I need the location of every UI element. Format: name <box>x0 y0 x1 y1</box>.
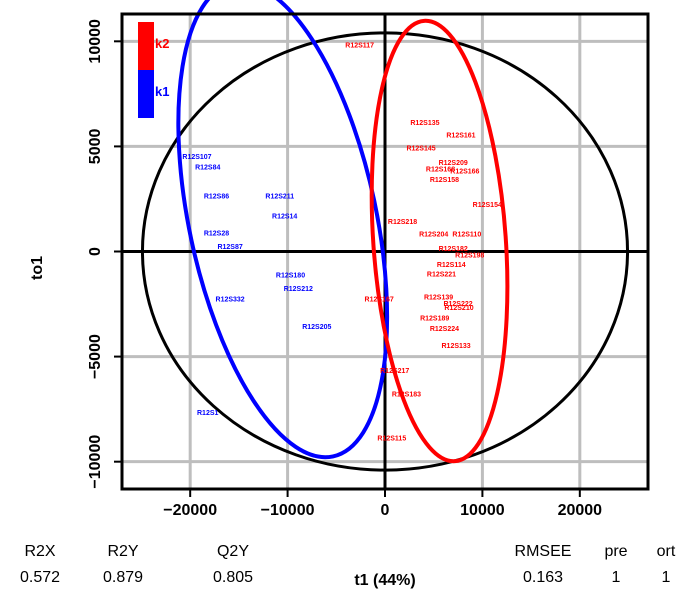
stat-value-r2y: 0.879 <box>102 569 144 586</box>
point-label-k2: R12S218 <box>388 219 417 226</box>
point-label-k2: R12S167 <box>365 297 394 304</box>
zero-axes <box>122 14 648 489</box>
point-label-k2: R12S158 <box>430 177 459 184</box>
point-label-k2: R12S114 <box>437 262 466 269</box>
axis-ticks: −20000 −10000 0 10000 20000 −10000 −5000 0 5000 1… <box>87 19 602 519</box>
y-tick-label: 10000 <box>87 19 104 64</box>
point-label-k2: R12S166 <box>450 168 479 175</box>
x-axis-label: t1 (44%) <box>354 572 415 589</box>
point-label-k2: R12S183 <box>392 391 421 398</box>
stat-value-r2x: 0.572 <box>19 569 61 586</box>
point-label-k1: R12S212 <box>284 286 313 293</box>
point-label-k2: R12S145 <box>406 145 435 152</box>
point-label-k2: R12S221 <box>427 271 456 278</box>
stat-header-pre: pre <box>604 543 628 560</box>
legend-label-k2: k2 <box>155 36 169 51</box>
stat-value-rmsee: 0.163 <box>522 569 564 586</box>
stat-header-rmsee: RMSEE <box>514 543 572 560</box>
point-label-k1: R12S84 <box>195 164 220 171</box>
stat-header-r2y: R2Y <box>107 543 139 560</box>
point-label-k2: R12S198 <box>455 253 484 260</box>
point-label-k2: R12S161 <box>446 133 475 140</box>
legend-label-k1: k1 <box>155 84 169 99</box>
y-axis-label: to1 <box>29 256 46 280</box>
point-label-k2: R12S224 <box>430 326 459 333</box>
point-label-k2: R12S210 <box>444 305 473 312</box>
point-label-k2: R12S117 <box>345 42 374 49</box>
ellipse-k2 <box>369 18 510 464</box>
point-label-k2: R12S182 <box>439 246 468 253</box>
stat-value-ort: 1 <box>661 569 671 586</box>
stat-header-ort: ort <box>656 543 676 560</box>
x-tick-label: 20000 <box>558 502 603 519</box>
point-label-k2: R12S189 <box>420 316 449 323</box>
point-label-k2: R12S115 <box>377 435 406 442</box>
point-label-k1: R12S107 <box>182 154 211 161</box>
point-label-k1: R12S180 <box>276 273 305 280</box>
point-label-k2: R12S110 <box>452 232 481 239</box>
point-label-k2: R12S133 <box>442 343 471 350</box>
stat-header-r2x: R2X <box>24 543 56 560</box>
point-label-k1: R12S28 <box>204 230 229 237</box>
legend: k2 k1 <box>138 22 169 118</box>
point-label-k1: R12S14 <box>272 214 297 221</box>
point-label-k1: R12S87 <box>217 244 242 251</box>
point-label-k2: R12S209 <box>439 160 468 167</box>
ellipse-k1 <box>176 0 390 460</box>
stat-header-q2y: Q2Y <box>216 543 249 560</box>
point-label-k1: R12S332 <box>216 297 245 304</box>
x-tick-label: 10000 <box>460 502 505 519</box>
stat-value-q2y: 0.805 <box>212 569 254 586</box>
point-label-k2: R12S135 <box>410 120 439 127</box>
y-tick-label: 0 <box>87 247 104 256</box>
point-label-k1: R12S86 <box>204 194 229 201</box>
point-label-k2: R12S168 <box>426 166 455 173</box>
sample-labels: R12S107 R12S84 R12S86 R12S211 R12S14 R12S28 R1… <box>182 42 502 442</box>
point-label-k2: R12S154 <box>473 202 502 209</box>
point-label-k1: R12S1 <box>197 410 219 417</box>
y-tick-label: 5000 <box>87 129 104 165</box>
x-tick-label: 0 <box>381 502 390 519</box>
x-tick-label: −10000 <box>261 502 315 519</box>
point-label-k2: R12S217 <box>380 368 409 375</box>
point-label-k2: R12S204 <box>419 232 448 239</box>
legend-swatch-k2 <box>138 22 154 70</box>
legend-swatch-k1 <box>138 70 154 118</box>
stat-value-pre: 1 <box>611 569 621 586</box>
point-label-k1: R12S211 <box>265 194 294 201</box>
confidence-shapes <box>140 0 630 472</box>
reference-ellipse <box>140 31 630 472</box>
x-tick-label: −20000 <box>163 502 217 519</box>
point-label-k1: R12S205 <box>302 324 331 331</box>
y-tick-label: −10000 <box>87 435 104 489</box>
y-tick-label: −5000 <box>87 334 104 379</box>
point-label-k2: R12S139 <box>424 295 453 302</box>
point-label-k2: R12S222 <box>443 301 472 308</box>
